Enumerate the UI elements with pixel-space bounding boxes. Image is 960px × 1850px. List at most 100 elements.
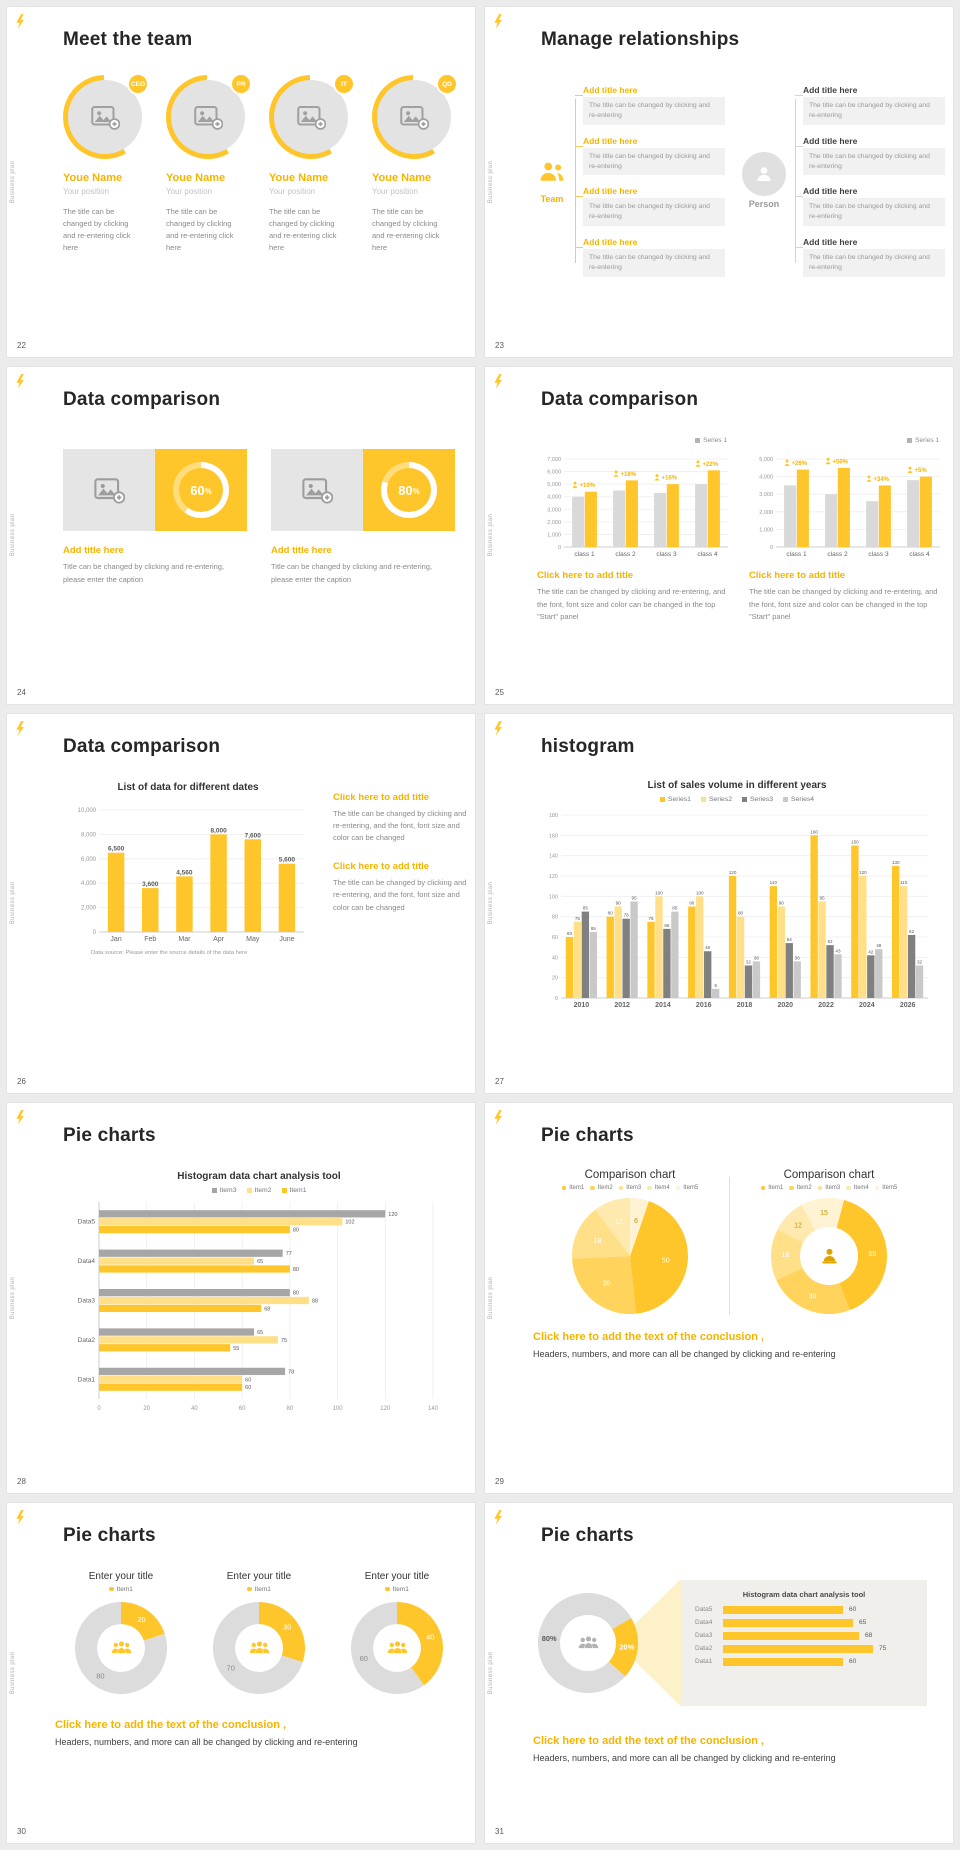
svg-text:+5%: +5% — [915, 468, 928, 474]
svg-text:1,000: 1,000 — [547, 533, 561, 539]
image-placeholder-icon — [271, 449, 363, 532]
svg-text:0: 0 — [93, 930, 97, 936]
caption-block: Add title here Title can be changed by c… — [63, 545, 247, 586]
donut-chart: 30 70 — [212, 1601, 306, 1695]
page-number: 26 — [17, 1077, 26, 1087]
avatar: QD — [372, 73, 458, 159]
legend-label: Series3 — [750, 795, 774, 803]
table-row: Data1 60 — [695, 1657, 913, 1666]
svg-text:75: 75 — [281, 1338, 287, 1344]
comparison-card: 60% — [63, 449, 247, 532]
table-row: Data4 65 — [695, 1618, 913, 1627]
legend-swatch — [789, 1185, 794, 1191]
svg-text:32: 32 — [917, 959, 923, 964]
svg-text:3,600: 3,600 — [142, 881, 159, 888]
slide-31[interactable]: Business plan Pie charts 20% 80% Histogra… — [484, 1501, 954, 1844]
svg-text:95: 95 — [632, 895, 638, 900]
caption-block: Click here to add title The title can be… — [333, 792, 467, 845]
svg-text:120: 120 — [380, 1406, 391, 1412]
item-title: Add title here — [583, 237, 638, 248]
progress-value: 80% — [398, 482, 420, 498]
chart-title: List of sales volume in different years — [647, 779, 827, 791]
legend-item: Item4 — [846, 1185, 869, 1191]
legend-item: Item1 — [760, 1185, 783, 1191]
svg-text:80: 80 — [293, 1228, 299, 1234]
chart-legend: Series 1 — [537, 437, 727, 444]
slide-29[interactable]: Business plan Pie charts Comparison char… — [484, 1102, 954, 1494]
side-label: Business plan — [10, 160, 16, 204]
svg-text:Data3: Data3 — [78, 1298, 96, 1305]
list-item: Add title here The title can be changed … — [575, 85, 725, 125]
page-number: 31 — [495, 1827, 504, 1836]
caption-title: Click here to add title — [537, 570, 634, 582]
legend-swatch — [561, 1185, 567, 1191]
legend-label: Item4 — [853, 1185, 869, 1192]
slide-27[interactable]: Business plan histogram List of sales vo… — [484, 712, 954, 1095]
logo-icon — [492, 1509, 505, 1526]
page-title: Data comparison — [541, 389, 699, 411]
svg-text:2018: 2018 — [737, 1002, 753, 1009]
svg-text:77: 77 — [286, 1251, 292, 1257]
svg-text:class 3: class 3 — [868, 551, 889, 558]
slide-28[interactable]: Business plan Pie charts Histogram data … — [6, 1102, 476, 1494]
chart-legend: Item1 — [59, 1586, 183, 1593]
page-title: Manage relationships — [541, 29, 740, 50]
legend-item: Item2 — [590, 1185, 613, 1191]
svg-text:2,000: 2,000 — [81, 905, 97, 911]
bar — [723, 1631, 859, 1640]
caption-title: Click here to add title — [333, 791, 430, 803]
svg-text:60: 60 — [552, 935, 558, 941]
row-value: 65 — [859, 1619, 867, 1627]
team-member: PR Youe Name Your position The title can… — [166, 73, 260, 254]
legend-swatch — [246, 1188, 252, 1194]
grouped-bar-chart: 0 1,000 2,000 3,000 4,000 5,000 6,000 7,000 +10%… — [537, 444, 733, 560]
legend-label: Item1 — [392, 1585, 409, 1593]
chart-block: Series 1 0 1,000 2,000 3,000 4,000 5,000 +26% c… — [749, 437, 945, 623]
slide-24[interactable]: Business plan Data comparison 60% 80% — [6, 366, 476, 705]
row-value: 60 — [849, 1606, 857, 1614]
image-placeholder-icon — [63, 449, 155, 532]
legend-label: Item1 — [254, 1585, 271, 1593]
person-icon — [742, 152, 786, 197]
slide-25[interactable]: Business plan Data comparison Series 1 0… — [484, 366, 954, 705]
svg-text:88: 88 — [312, 1299, 318, 1305]
svg-text:+26%: +26% — [792, 461, 808, 467]
conclusion-block: Click here to add the text of the conclu… — [55, 1719, 463, 1747]
svg-text:Data5: Data5 — [78, 1219, 96, 1226]
svg-text:2020: 2020 — [777, 1002, 793, 1009]
slide-26[interactable]: Business plan Data comparison List of da… — [6, 712, 476, 1095]
svg-text:48: 48 — [876, 943, 882, 948]
comparison-card: 80% — [271, 449, 455, 532]
member-description: The title can be changed by clicking and… — [372, 207, 440, 252]
svg-text:8,000: 8,000 — [210, 827, 227, 834]
page-title: Data comparison — [63, 389, 221, 411]
logo-icon — [14, 1509, 27, 1526]
text-column: Click here to add title The title can be… — [333, 782, 467, 956]
svg-text:110: 110 — [770, 880, 778, 885]
bar-chart: 0 2,000 4,000 6,000 8,000 10,000 6,500 Jan 3,600… — [67, 796, 309, 948]
svg-text:12: 12 — [615, 1219, 623, 1226]
legend-swatch — [659, 796, 665, 802]
page-title: histogram — [541, 735, 635, 757]
svg-text:+50%: +50% — [833, 459, 849, 465]
slide-23[interactable]: Business plan Manage relationships Team … — [484, 6, 954, 359]
legend-swatch — [590, 1185, 595, 1191]
conclusion-title: Click here to add the text of the conclu… — [55, 1718, 287, 1731]
legend-label: Item3 — [626, 1185, 642, 1192]
side-label: Business plan — [488, 1651, 494, 1695]
svg-text:8,000: 8,000 — [81, 832, 97, 838]
svg-text:42: 42 — [868, 949, 874, 954]
conclusion-title: Click here to add the text of the conclu… — [533, 1331, 765, 1344]
source-note: Data source: Please enter the source det… — [91, 949, 248, 956]
svg-text:6: 6 — [634, 1218, 638, 1225]
svg-text:160: 160 — [810, 829, 818, 834]
legend-label: Series 1 — [915, 437, 939, 445]
row-value: 60 — [849, 1658, 857, 1666]
member-description: The title can be changed by clicking and… — [269, 207, 337, 252]
legend-label: Item1 — [289, 1187, 307, 1195]
member-position: Your position — [63, 187, 109, 196]
slide-22[interactable]: Business plan Meet the team CEO Youe Nam… — [6, 6, 476, 359]
slide-30[interactable]: Business plan Pie charts Enter your titl… — [6, 1501, 476, 1844]
chart-legend: Item1 — [197, 1586, 321, 1593]
svg-text:52: 52 — [827, 939, 833, 944]
